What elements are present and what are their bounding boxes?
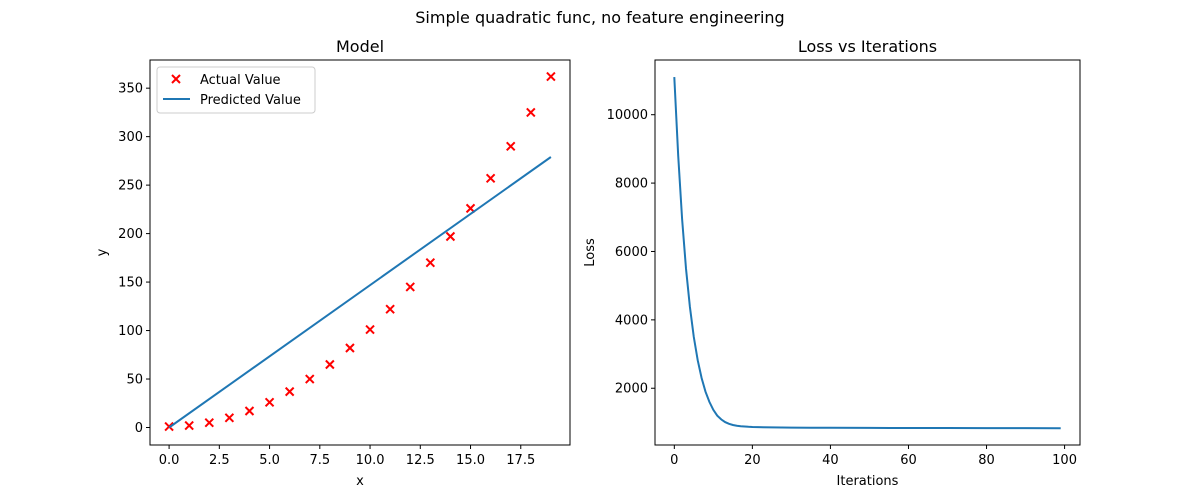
y-tick-label: 4000 (615, 313, 648, 328)
data-point-actual (184, 420, 194, 431)
x-tick-label: 20 (744, 453, 761, 468)
data-point-actual (244, 406, 255, 416)
x-tick-label: 0 (670, 453, 678, 468)
data-point-actual (385, 304, 395, 314)
x-tick-label: 12.5 (406, 453, 435, 468)
data-point-actual (345, 343, 355, 353)
y-tick-label: 2000 (615, 382, 648, 397)
x-tick-label: 60 (900, 453, 917, 468)
x-tick-label: 5.0 (259, 453, 280, 468)
predicted-line (168, 156, 552, 429)
data-point-actual (305, 374, 315, 384)
y-axis-label: y (95, 248, 110, 256)
data-point-actual (224, 413, 235, 423)
x-tick-label: 2.5 (209, 453, 230, 468)
chart-panel-2: Loss vs Iterations 0 20 40 60 80 100 2000 4000 60… (583, 37, 1081, 489)
chart-title: Loss vs Iterations (798, 37, 937, 56)
legend-marker-actual (171, 74, 181, 84)
data-point-actual (325, 359, 335, 370)
x-tick-label: 40 (822, 453, 839, 468)
data-point-actual (204, 417, 214, 428)
data-point-actual (284, 386, 295, 397)
figure-suptitle: Simple quadratic func, no feature engine… (415, 8, 784, 27)
x-tick-label: 0.0 (159, 453, 180, 468)
y-tick-label: 10000 (607, 108, 648, 123)
legend-label-actual: Actual Value (200, 73, 281, 88)
data-point-actual (546, 71, 556, 82)
x-tick-label: 17.5 (506, 453, 535, 468)
data-point-actual (425, 257, 436, 268)
x-tick-label: 15.0 (456, 453, 485, 468)
x-tick-label: 100 (1052, 453, 1077, 468)
chart-title: Model (336, 37, 384, 56)
y-tick-label: 8000 (615, 177, 648, 192)
plot-area-frame (149, 59, 571, 446)
data-point-actual (445, 231, 456, 242)
x-tick-label: 80 (978, 453, 995, 468)
data-point-actual (405, 282, 415, 292)
x-tick-label: 10.0 (356, 453, 385, 468)
loss-curve (673, 77, 1061, 430)
y-tick-label: 0 (135, 421, 143, 436)
y-tick-label: 350 (118, 82, 143, 97)
data-point-actual (485, 173, 496, 184)
y-tick-label: 250 (118, 179, 143, 194)
y-tick-label: 6000 (615, 245, 648, 260)
data-point-actual (365, 324, 375, 335)
data-point-actual (506, 141, 516, 152)
y-tick-label: 100 (118, 324, 143, 339)
data-point-actual (526, 107, 536, 118)
legend-label-predicted: Predicted Value (200, 93, 301, 108)
chart-panel-1: Model 0.0 2.5 5.0 7.5 10.0 12.5 15.0 17.5 0 50 100 1… (95, 37, 571, 489)
y-tick-label: 150 (118, 276, 143, 291)
y-tick-label: 200 (118, 227, 143, 242)
plot-area-frame (654, 59, 1081, 446)
y-axis-label: Loss (583, 238, 598, 267)
x-tick-label: 7.5 (309, 453, 330, 468)
y-tick-label: 300 (118, 130, 143, 145)
y-tick-label: 50 (126, 373, 143, 388)
data-point-actual (264, 397, 275, 407)
x-axis-label: Iterations (837, 474, 899, 489)
legend-box (156, 66, 316, 114)
x-axis-label: x (356, 474, 364, 489)
legend: Actual Value Predicted Value (156, 66, 316, 114)
